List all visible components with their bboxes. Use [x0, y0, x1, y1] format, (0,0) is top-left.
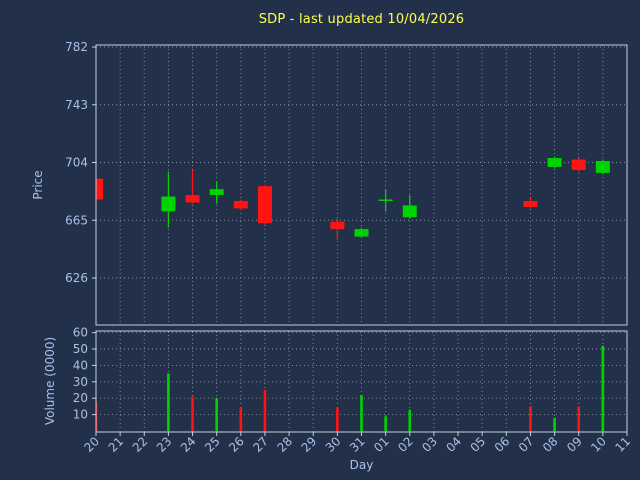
candle-body	[185, 195, 200, 203]
day-tick-label: 09	[564, 434, 585, 455]
price-tick-label: 782	[65, 40, 88, 54]
day-tick-label: 26	[226, 434, 247, 455]
tick-marks	[92, 46, 628, 436]
price-tick-label: 743	[65, 98, 88, 112]
candle-body	[96, 178, 103, 200]
candle-body	[523, 201, 538, 207]
x-axis-label: Day	[349, 458, 374, 472]
price-tick-label: 626	[65, 271, 88, 285]
day-tick-label: 30	[323, 434, 344, 455]
day-tick-label: 03	[419, 434, 440, 455]
day-tick-label: 22	[130, 434, 151, 455]
price-tick-label: 704	[65, 156, 88, 170]
day-tick-label: 05	[468, 434, 489, 455]
chart-title: SDP - last updated 10/04/2026	[258, 12, 465, 27]
price-tick-label: 665	[65, 213, 88, 227]
volume-tick-label: 30	[73, 375, 88, 389]
day-tick-label: 07	[516, 434, 537, 455]
day-tick-label: 29	[299, 434, 320, 455]
candle-body	[161, 196, 176, 212]
candle-body	[330, 221, 345, 230]
day-tick-label: 23	[154, 434, 175, 455]
day-tick-label: 24	[178, 434, 199, 455]
candle-body	[378, 199, 393, 202]
volume-bars	[96, 345, 605, 431]
day-tick-label: 21	[106, 434, 127, 455]
day-tick-label: 10	[588, 434, 609, 455]
day-tick-label: 25	[202, 434, 223, 455]
candle-body	[257, 186, 272, 224]
day-tick-label: 06	[492, 434, 513, 455]
day-tick-label: 02	[395, 434, 416, 455]
candle-body	[547, 158, 562, 167]
candle-body	[595, 161, 610, 173]
candle-body	[354, 229, 369, 237]
volume-tick-label: 40	[73, 358, 88, 372]
day-tick-label: 28	[275, 434, 296, 455]
candles	[96, 156, 610, 240]
day-tick-label: 11	[612, 434, 633, 455]
panel-border	[95, 44, 628, 326]
candle-body	[571, 159, 586, 170]
day-tick-label: 04	[443, 434, 464, 455]
candle-body	[233, 201, 248, 209]
day-tick-label: 31	[347, 434, 368, 455]
volume-tick-label: 50	[73, 342, 88, 356]
volume-tick-label: 60	[73, 326, 88, 340]
day-tick-label: 01	[371, 434, 392, 455]
candle-body	[209, 189, 224, 196]
gridlines	[95, 45, 628, 432]
volume-tick-label: 20	[73, 391, 88, 405]
candle-body	[402, 205, 417, 218]
day-tick-label: 27	[250, 434, 271, 455]
day-tick-label: 20	[81, 434, 102, 455]
day-tick-label: 08	[540, 434, 561, 455]
volume-tick-label: 10	[73, 408, 88, 422]
